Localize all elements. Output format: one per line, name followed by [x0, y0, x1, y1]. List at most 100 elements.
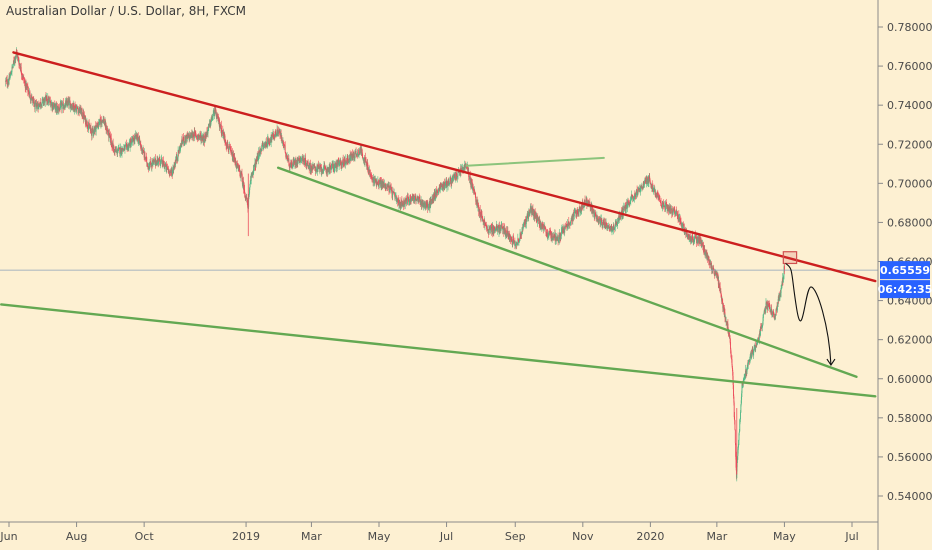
candle-body [319, 167, 320, 170]
candle-body [305, 157, 306, 166]
candle-body [242, 183, 244, 185]
candle-body [57, 107, 59, 112]
candle-body [22, 76, 24, 78]
candle-body [64, 103, 66, 107]
candle-body [524, 219, 526, 226]
candle-body [457, 170, 459, 176]
candle-body [317, 169, 319, 172]
candle-body [61, 105, 63, 110]
candle-body [777, 299, 779, 305]
candle-body [406, 196, 408, 204]
candle-body [413, 194, 415, 196]
candle-body [398, 199, 400, 206]
candle-body [152, 162, 154, 165]
time-axis[interactable]: Jun Aug Oct 2019 Mar May Jul Sep Nov 2020 Mar May Ju… [0, 522, 859, 543]
candle-body [298, 156, 300, 162]
candle-body [38, 103, 40, 105]
candle-body [19, 65, 21, 68]
candle-body [283, 144, 285, 146]
candle-body [37, 104, 39, 107]
candle-body [553, 234, 555, 237]
candle-body [62, 103, 63, 106]
candle-body [255, 159, 257, 162]
candle-body [48, 98, 50, 101]
candle-body [146, 163, 148, 164]
candle-body [128, 146, 130, 150]
candle-body [418, 197, 420, 199]
candle-body [111, 143, 113, 148]
candle-body [52, 106, 54, 109]
candle-body [569, 223, 571, 225]
candle-body [189, 136, 191, 139]
trendline-1[interactable] [12, 51, 877, 283]
candle-body [537, 217, 539, 219]
candle-body [565, 226, 566, 228]
candle-body [755, 347, 757, 348]
candle-body [123, 147, 125, 151]
candle-body [591, 208, 593, 210]
candle-body [199, 134, 201, 137]
candle-body [551, 237, 553, 241]
candle-body [564, 226, 566, 229]
candle-body [324, 167, 326, 169]
x-tick-label: 2020 [636, 530, 664, 543]
candle-body [740, 404, 742, 413]
candle-body [634, 193, 636, 195]
candle-body [497, 227, 498, 231]
candle-body [167, 168, 169, 170]
projection-path[interactable] [785, 262, 832, 366]
candle-body [377, 184, 378, 185]
candle-body [702, 242, 704, 247]
candle-body [103, 119, 105, 124]
candle-body [424, 203, 426, 208]
candle-body [109, 133, 111, 137]
candle-body [732, 369, 734, 376]
candle-body [258, 153, 260, 155]
candle-body [734, 429, 736, 443]
candle-body [734, 416, 736, 421]
candle-body [529, 206, 531, 213]
candle-body [158, 161, 159, 164]
highlight-rectangle[interactable] [782, 251, 798, 265]
candle-body [428, 203, 430, 208]
candle-body [206, 132, 207, 137]
candle-body [489, 227, 491, 230]
candle-body [487, 228, 489, 230]
candle-body [317, 165, 319, 170]
candle-body [611, 230, 613, 232]
candle-body [34, 103, 36, 109]
candle-body [237, 163, 239, 166]
candle-body [25, 85, 27, 88]
candle-body [526, 214, 528, 222]
candle-body [511, 239, 513, 243]
candle-body [219, 126, 221, 128]
candle-body [234, 157, 236, 161]
candle-body [560, 233, 562, 239]
trendline-2[interactable] [276, 166, 858, 378]
trendline-4[interactable] [465, 156, 605, 167]
candle-body [307, 161, 309, 168]
candle-body [416, 200, 418, 201]
candle-body [80, 111, 82, 114]
candle-body [637, 189, 639, 193]
candle-body [665, 203, 667, 205]
candle-body [772, 310, 774, 315]
candle-body [484, 225, 486, 226]
candle-body [17, 55, 19, 57]
candle-body [99, 119, 100, 126]
trendline-3[interactable] [0, 303, 877, 398]
candle-body [737, 456, 738, 461]
candle-body [484, 220, 486, 227]
candle-body [359, 150, 361, 153]
candle-body [238, 167, 240, 170]
candle-body [619, 214, 621, 218]
candle-body [200, 137, 202, 141]
candle-body [660, 202, 662, 205]
candle-body [780, 292, 782, 296]
candle-body [494, 230, 496, 232]
candle-body [535, 213, 537, 217]
candle-body [622, 210, 624, 215]
candle-body [658, 196, 660, 199]
candle-body [735, 456, 737, 468]
